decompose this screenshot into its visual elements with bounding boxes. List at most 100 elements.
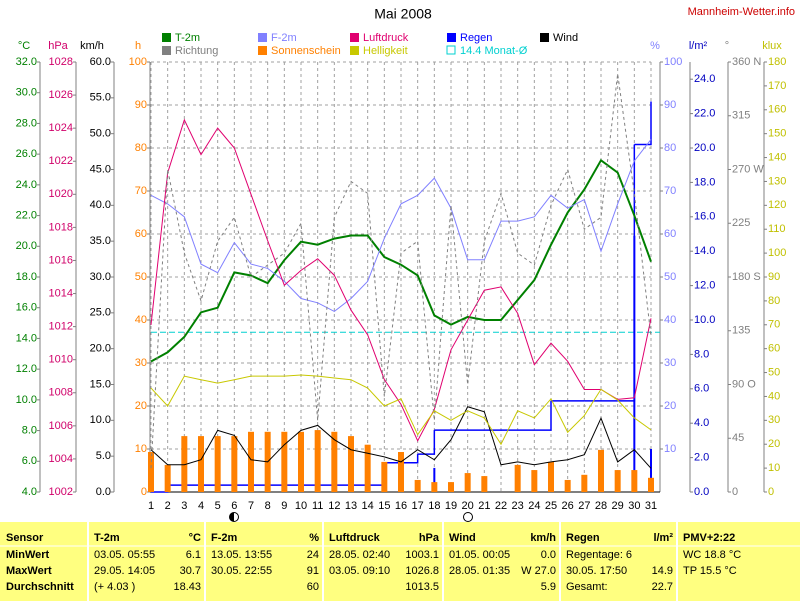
y-tick-label: 16.0 <box>16 302 37 314</box>
y-tick-label: 40 <box>664 314 676 326</box>
table-cell: MinWert <box>6 549 50 561</box>
y-tick-label: 0.0 <box>96 486 111 498</box>
y-tick-label: 8.0 <box>694 348 709 360</box>
y-tick-label: 0 <box>732 486 738 498</box>
table-cell: 28.05. 01:35 <box>449 565 510 577</box>
x-tick-label: 24 <box>528 500 540 512</box>
table-cell: % <box>309 532 319 544</box>
bar <box>148 452 154 492</box>
y-tick-label: 4.0 <box>22 486 37 498</box>
bar <box>164 464 171 492</box>
bar <box>581 474 588 492</box>
cumulative-step <box>417 430 436 455</box>
y-tick-label: 70 <box>135 185 147 197</box>
x-tick-label: 22 <box>495 500 507 512</box>
bar <box>414 479 421 492</box>
bar <box>598 449 604 492</box>
cumulative-step <box>534 400 552 431</box>
y-tick-label: 20 <box>135 400 147 412</box>
x-tick-label: 11 <box>312 500 323 512</box>
y-tick-label: 80 <box>768 295 780 307</box>
series-line <box>150 374 652 446</box>
bar <box>198 436 204 492</box>
y-tick-label: 135 <box>732 325 750 337</box>
legend-swatch <box>258 33 267 42</box>
y-tick-label: 50 <box>664 271 676 283</box>
y-tick-label: 45 <box>732 432 744 444</box>
bar <box>431 482 438 492</box>
table-cell: °C <box>189 532 201 544</box>
y-tick-label: 100 <box>129 56 147 68</box>
table-cell: 24 <box>307 549 319 561</box>
y-tick-label: 90 <box>664 99 676 111</box>
table-cell: Durchschnitt <box>6 581 74 593</box>
y-tick-label: 1008 <box>49 387 73 399</box>
x-tick-label: 5 <box>215 500 221 512</box>
y-tick-label: 40 <box>135 314 147 326</box>
y-tick-label: 130 <box>768 175 786 187</box>
y-tick-label: 12.0 <box>16 363 37 375</box>
table-cell: 1003.1 <box>405 549 439 561</box>
x-tick-label: 30 <box>628 500 640 512</box>
x-tick-label: 9 <box>281 500 287 512</box>
x-tick-label: 20 <box>462 500 474 512</box>
y-tick-label: 60 <box>768 343 780 355</box>
y-tick-label: 1012 <box>49 321 73 333</box>
x-tick-label: 13 <box>345 500 357 512</box>
y-tick-label: 26.0 <box>16 148 37 160</box>
table-cell: 30.05. 22:55 <box>211 565 272 577</box>
table-cell: 22.7 <box>652 581 673 593</box>
cumulative-step <box>617 144 636 402</box>
y-tick-label: 15.0 <box>90 378 111 390</box>
y-tick-label: 20.0 <box>16 240 37 252</box>
y-tick-label: 60.0 <box>90 56 111 68</box>
table-cell: Regen <box>566 532 600 544</box>
axis-unit: km/h <box>80 40 104 52</box>
table-background <box>0 522 800 601</box>
bar <box>531 470 538 492</box>
y-tick-label: 20.0 <box>90 343 111 355</box>
bar <box>614 470 621 492</box>
y-tick-label: 1010 <box>49 354 73 366</box>
bar <box>364 444 371 492</box>
y-tick-label: 90 <box>768 271 780 283</box>
table-cell: 14.9 <box>652 565 673 577</box>
legend-swatch <box>540 33 549 42</box>
y-tick-label: 16.0 <box>694 211 715 223</box>
x-tick-label: 10 <box>295 500 307 512</box>
y-tick-label: 18.0 <box>16 271 37 283</box>
legend-label: Luftdruck <box>363 32 409 44</box>
y-tick-label: 14.0 <box>694 245 715 257</box>
y-tick-label: 4.0 <box>694 417 709 429</box>
y-tick-label: 20.0 <box>694 142 715 154</box>
y-tick-label: 120 <box>768 199 786 211</box>
y-tick-label: 315 <box>732 110 750 122</box>
table-cell: WC 18.8 °C <box>683 549 741 561</box>
table-cell: 13.05. 13:55 <box>211 549 272 561</box>
y-tick-label: 32.0 <box>16 56 37 68</box>
table-cell: MaxWert <box>6 565 52 577</box>
y-tick-label: 160 <box>768 104 786 116</box>
y-tick-label: 60 <box>135 228 147 240</box>
y-tick-label: 22.0 <box>16 209 37 221</box>
axis-unit: klux <box>762 40 782 52</box>
bar <box>631 470 638 492</box>
y-tick-label: 270 W <box>732 163 764 175</box>
table-cell: (+ 4.03 ) <box>94 581 135 593</box>
y-tick-label: 8.0 <box>22 424 37 436</box>
bar <box>514 464 521 492</box>
table-cell: PMV+2:22 <box>683 532 735 544</box>
bar <box>381 461 388 492</box>
y-tick-label: 28.0 <box>16 117 37 129</box>
y-tick-label: 10 <box>135 443 147 455</box>
axis-unit: °C <box>18 40 30 52</box>
y-tick-label: 2.0 <box>694 452 709 464</box>
x-tick-label: 12 <box>328 500 340 512</box>
x-tick-label: 26 <box>562 500 574 512</box>
y-tick-label: 10 <box>768 462 780 474</box>
legend-label: F-2m <box>271 32 297 44</box>
bar <box>281 431 288 492</box>
x-tick-label: 7 <box>248 500 254 512</box>
y-tick-label: 40.0 <box>90 199 111 211</box>
